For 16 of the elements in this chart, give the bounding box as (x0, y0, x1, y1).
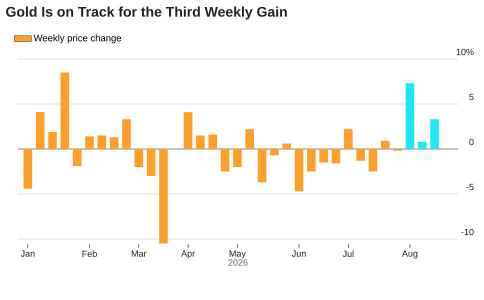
x-tick-label: Jan (20, 250, 35, 257)
x-tick-label: Mar (132, 250, 146, 257)
y-tick-label: -10 (461, 228, 474, 236)
x-tick-label: May (230, 250, 246, 258)
x-tick-label: Aug (402, 250, 418, 258)
x-axis-title: 2026 (228, 259, 248, 266)
x-tick-label: Jun (292, 250, 306, 257)
x-tick-label: Jul (342, 250, 354, 258)
y-tick-label: 5 (469, 94, 474, 100)
x-tick-label: Feb (82, 250, 97, 258)
x-tick-label: Apr (181, 250, 195, 258)
y-tick-label: 10% (456, 48, 474, 56)
y-tick-label: -5 (466, 184, 474, 190)
y-tick-label: 0 (469, 138, 474, 146)
legend-label: Weekly price change (34, 34, 122, 44)
chart-title: Gold Is on Track for the Third Weekly Gain (6, 6, 287, 20)
